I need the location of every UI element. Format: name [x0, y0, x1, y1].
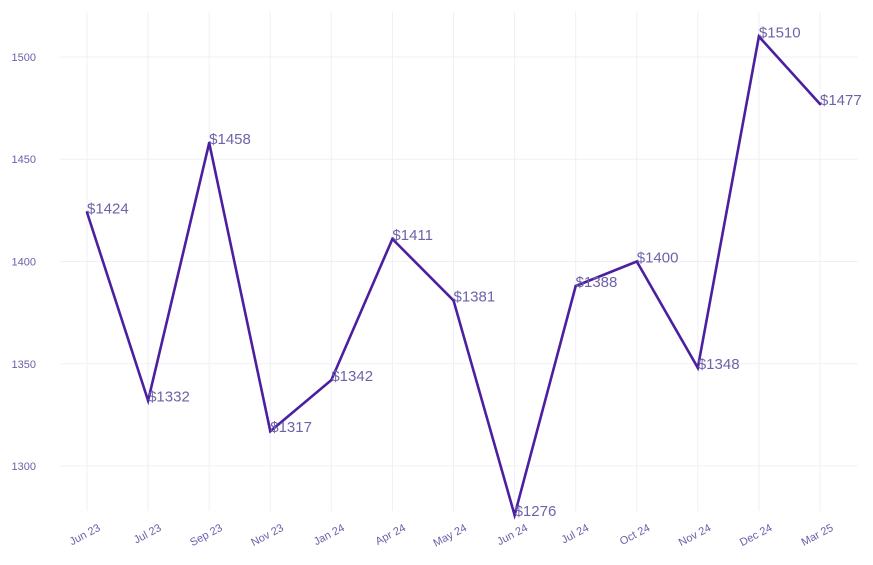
- y-tick-label: 1400: [12, 257, 36, 269]
- x-tick-label: Nov 24: [677, 522, 713, 549]
- data-label: $1400: [637, 250, 679, 267]
- data-label: $1317: [270, 419, 312, 436]
- data-label: $1348: [698, 356, 740, 373]
- x-tick-label: Sep 23: [188, 522, 224, 549]
- x-axis: Jun 23 Jul 23 Sep 23 Nov 23 Jan 24 Apr 24 May …: [68, 522, 836, 550]
- y-axis: 1300 1350 1400 1450 1500: [12, 52, 36, 473]
- y-tick-label: 1500: [12, 52, 36, 64]
- grid-layer: [60, 12, 858, 511]
- data-label: $1458: [209, 131, 251, 148]
- data-label: $1381: [454, 288, 496, 305]
- data-label: $1424: [87, 200, 129, 217]
- data-labels: $1424 $1332 $1458 $1317 $1342 $1411 $1381 $1276…: [87, 25, 862, 521]
- data-point: [146, 399, 150, 402]
- y-tick-label: 1300: [12, 461, 36, 473]
- series-layer: [85, 33, 822, 520]
- data-point: [574, 284, 577, 288]
- data-label: $1332: [148, 389, 190, 406]
- data-label: $1510: [759, 25, 801, 42]
- data-point: [207, 141, 211, 145]
- x-tick-label: Jun 23: [68, 522, 103, 548]
- data-point: [513, 513, 516, 517]
- data-label: $1411: [392, 227, 433, 244]
- x-tick-label: Jul 24: [560, 522, 592, 546]
- data-label: $1477: [820, 92, 862, 109]
- x-tick-label: Jun 24: [495, 522, 530, 548]
- y-tick-label: 1450: [12, 154, 36, 166]
- x-tick-label: Apr 24: [374, 522, 408, 548]
- x-tick-label: Nov 23: [249, 522, 285, 549]
- data-point: [268, 429, 272, 433]
- data-point: [635, 260, 639, 263]
- data-label: $1388: [576, 274, 618, 291]
- x-tick-label: May 24: [431, 522, 468, 550]
- data-point: [85, 211, 89, 214]
- data-point: [330, 378, 333, 382]
- x-tick-label: Oct 24: [618, 522, 652, 548]
- data-point: [757, 35, 761, 38]
- x-tick-label: Jul 23: [132, 522, 164, 546]
- y-tick-label: 1350: [12, 359, 36, 371]
- data-label: $1342: [331, 368, 373, 385]
- data-point: [696, 366, 700, 370]
- x-tick-label: Jan 24: [312, 522, 347, 548]
- data-label: $1276: [515, 503, 557, 520]
- data-point: [818, 102, 822, 106]
- data-point: [391, 237, 394, 241]
- x-tick-label: Mar 25: [800, 522, 836, 549]
- x-tick-label: Dec 24: [738, 522, 774, 549]
- data-point: [452, 299, 455, 302]
